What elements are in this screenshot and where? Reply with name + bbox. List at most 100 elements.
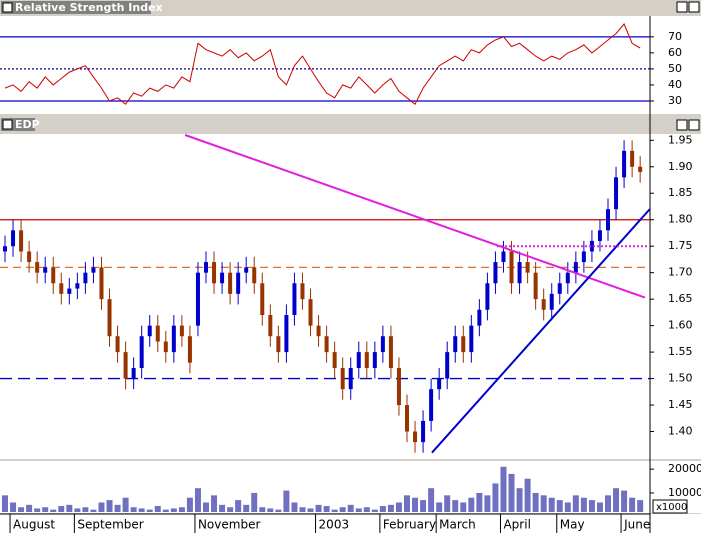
y-tick-label: 1.90 xyxy=(668,160,693,173)
volume-bar xyxy=(211,495,218,512)
volume-bar xyxy=(444,495,451,512)
y-tick-label: 50 xyxy=(668,62,682,75)
volume-bar xyxy=(178,507,185,512)
y-tick-label: 1.75 xyxy=(668,239,693,252)
volume-bar xyxy=(106,500,113,512)
candle-body xyxy=(308,299,313,326)
volume-bar xyxy=(387,504,394,512)
panel-title: EDP xyxy=(15,118,40,131)
volume-bar xyxy=(404,495,410,512)
candle-body xyxy=(195,272,200,326)
volume-bar xyxy=(484,495,491,512)
candle-body xyxy=(453,336,458,353)
volume-bar xyxy=(379,506,386,512)
volume-bar xyxy=(363,507,370,512)
candle-body xyxy=(260,283,265,316)
volume-bar xyxy=(26,504,33,512)
x-tick-label: May xyxy=(560,518,585,532)
minimize-button[interactable] xyxy=(676,119,688,131)
candle-body xyxy=(565,272,570,284)
volume-bar xyxy=(267,508,274,512)
y-tick-label: 40 xyxy=(668,78,682,91)
candle-body xyxy=(380,336,385,353)
volume-bar xyxy=(452,500,459,512)
volume-bar xyxy=(50,509,57,512)
volume-bar xyxy=(605,495,611,512)
candle-body xyxy=(236,272,241,294)
trend-line xyxy=(184,134,646,299)
volume-bar xyxy=(371,509,378,512)
volume-bar xyxy=(420,500,427,512)
volume-bar xyxy=(548,497,555,512)
candle-body xyxy=(163,341,168,353)
candle-body xyxy=(75,283,80,289)
volume-bar xyxy=(580,497,587,512)
minimize-button[interactable] xyxy=(676,1,688,13)
volume-bar xyxy=(412,497,419,512)
volume-bar xyxy=(339,507,346,512)
volume-bar xyxy=(66,504,73,512)
candle-body xyxy=(27,251,32,263)
y-tick-label: 60 xyxy=(668,46,682,59)
candle-body xyxy=(557,283,562,294)
candle-body xyxy=(244,267,249,273)
candle-body xyxy=(469,325,474,353)
volume-bar xyxy=(629,497,636,512)
candle-body xyxy=(131,367,136,379)
rsi-line xyxy=(4,23,641,105)
volume-bar xyxy=(436,502,443,512)
volume-bar xyxy=(275,509,282,512)
y-tick-label: 30 xyxy=(668,94,682,107)
candle-body xyxy=(340,367,345,390)
x-tick-label: September xyxy=(77,518,143,532)
x-tick-label: November xyxy=(198,518,260,532)
volume-bar xyxy=(82,507,89,512)
candle-body xyxy=(477,309,482,326)
y-tick-label: 10000 xyxy=(668,486,701,499)
candle-body xyxy=(268,315,273,337)
panel-title: Relative Strength Index xyxy=(15,1,163,14)
candle-body xyxy=(252,267,257,284)
candle-body xyxy=(541,299,546,310)
candle-body xyxy=(228,272,233,294)
panel-icon xyxy=(2,119,13,130)
volume-bar xyxy=(331,509,338,512)
volume-bar xyxy=(162,509,169,512)
volume-bar xyxy=(203,502,209,512)
volume-bar xyxy=(291,502,298,512)
close-button[interactable] xyxy=(688,119,700,131)
volume-bar xyxy=(2,495,8,512)
date-axis xyxy=(0,514,701,533)
candle-body xyxy=(356,352,361,368)
volume-bar xyxy=(395,502,402,512)
candle-body xyxy=(485,283,490,310)
y-tick-label: 1.80 xyxy=(668,213,693,226)
x-tick-label: August xyxy=(13,518,55,532)
y-tick-label: 1.50 xyxy=(668,372,693,385)
volume-bar xyxy=(532,492,539,512)
candle-body xyxy=(589,240,594,252)
candle-body xyxy=(204,262,208,273)
volume-bar xyxy=(315,504,322,512)
candle-body xyxy=(372,352,377,368)
candle-body xyxy=(276,336,281,353)
candle-body xyxy=(332,352,337,368)
close-button[interactable] xyxy=(688,1,700,13)
candle-body xyxy=(147,325,152,337)
volume-bar xyxy=(251,492,258,512)
candle-body xyxy=(91,267,96,273)
candle-body xyxy=(606,209,610,231)
y-tick-label: 1.55 xyxy=(668,345,693,358)
volume-bar xyxy=(114,504,121,512)
y-tick-label: 20000 xyxy=(668,462,701,475)
candle-body xyxy=(179,325,184,337)
candle-body xyxy=(220,272,225,284)
title-box xyxy=(1,1,151,14)
candle-body xyxy=(396,367,401,406)
volume-bar xyxy=(186,497,193,512)
y-tick-label: 1.70 xyxy=(668,266,693,279)
volume-bar xyxy=(227,507,234,512)
x-tick-label: June xyxy=(623,518,650,532)
candle-body xyxy=(437,378,442,390)
x-tick-label: March xyxy=(439,518,476,532)
